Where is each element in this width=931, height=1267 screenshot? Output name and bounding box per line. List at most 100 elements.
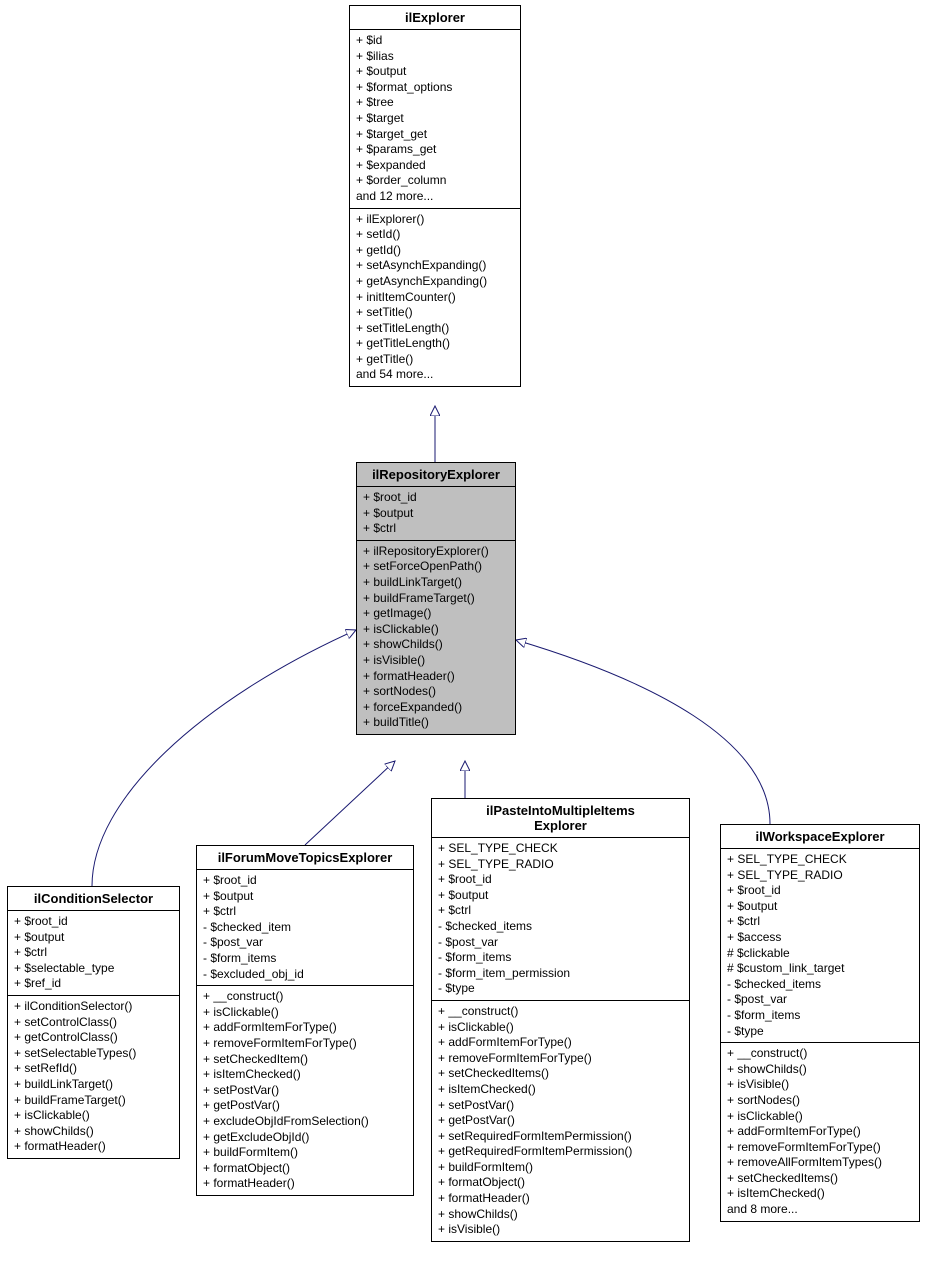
method[interactable]: + setTitleLength()	[356, 321, 514, 337]
method[interactable]: + setControlClass()	[14, 1015, 173, 1031]
attribute[interactable]: - $checked_items	[438, 919, 683, 935]
class-title[interactable]: ilPasteIntoMultipleItemsExplorer	[432, 799, 689, 838]
attribute[interactable]: + $output	[727, 899, 913, 915]
class-title[interactable]: ilRepositoryExplorer	[357, 463, 515, 487]
method[interactable]: + getControlClass()	[14, 1030, 173, 1046]
method[interactable]: + buildFrameTarget()	[363, 591, 509, 607]
attribute[interactable]: - $post_var	[438, 935, 683, 951]
method[interactable]: + removeFormItemForType()	[727, 1140, 913, 1156]
attribute[interactable]: + $output	[356, 64, 514, 80]
method[interactable]: + ilExplorer()	[356, 212, 514, 228]
method[interactable]: + isVisible()	[727, 1077, 913, 1093]
method[interactable]: + __construct()	[438, 1004, 683, 1020]
method[interactable]: + ilConditionSelector()	[14, 999, 173, 1015]
attribute[interactable]: + $id	[356, 33, 514, 49]
method[interactable]: + buildTitle()	[363, 715, 509, 731]
method[interactable]: + isClickable()	[14, 1108, 173, 1124]
method[interactable]: + getRequiredFormItemPermission()	[438, 1144, 683, 1160]
method[interactable]: + isClickable()	[363, 622, 509, 638]
method[interactable]: + addFormItemForType()	[203, 1020, 407, 1036]
attribute[interactable]: + $root_id	[14, 914, 173, 930]
method[interactable]: + getId()	[356, 243, 514, 259]
attribute[interactable]: + $root_id	[203, 873, 407, 889]
method[interactable]: + forceExpanded()	[363, 700, 509, 716]
method[interactable]: + showChilds()	[363, 637, 509, 653]
attribute[interactable]: + $ctrl	[438, 903, 683, 919]
method[interactable]: + formatHeader()	[203, 1176, 407, 1192]
attribute[interactable]: - $checked_item	[203, 920, 407, 936]
method[interactable]: + excludeObjIdFromSelection()	[203, 1114, 407, 1130]
attribute[interactable]: + $output	[363, 506, 509, 522]
method[interactable]: + sortNodes()	[363, 684, 509, 700]
method[interactable]: + getTitle()	[356, 352, 514, 368]
method[interactable]: and 54 more...	[356, 367, 514, 383]
class-ilConditionSelector[interactable]: ilConditionSelector+ $root_id+ $output+ …	[7, 886, 180, 1159]
method[interactable]: + isItemChecked()	[203, 1067, 407, 1083]
method[interactable]: + isVisible()	[438, 1222, 683, 1238]
method[interactable]: and 8 more...	[727, 1202, 913, 1218]
method[interactable]: + getExcludeObjId()	[203, 1130, 407, 1146]
attribute[interactable]: - $form_item_permission	[438, 966, 683, 982]
method[interactable]: + removeAllFormItemTypes()	[727, 1155, 913, 1171]
method[interactable]: + setId()	[356, 227, 514, 243]
attribute[interactable]: + $tree	[356, 95, 514, 111]
method[interactable]: + setPostVar()	[438, 1098, 683, 1114]
attribute[interactable]: + $ctrl	[14, 945, 173, 961]
class-ilExplorer[interactable]: ilExplorer+ $id+ $ilias+ $output+ $forma…	[349, 5, 521, 387]
method[interactable]: + formatObject()	[203, 1161, 407, 1177]
attribute[interactable]: + $params_get	[356, 142, 514, 158]
attribute[interactable]: + $ctrl	[727, 914, 913, 930]
method[interactable]: + buildFormItem()	[438, 1160, 683, 1176]
class-ilRepositoryExplorer[interactable]: ilRepositoryExplorer + $root_id+ $output +…	[356, 462, 516, 735]
class-title[interactable]: ilForumMoveTopicsExplorer	[197, 846, 413, 870]
attribute[interactable]: + $output	[203, 889, 407, 905]
method[interactable]: + setForceOpenPath()	[363, 559, 509, 575]
method[interactable]: + getAsynchExpanding()	[356, 274, 514, 290]
method[interactable]: + setCheckedItems()	[438, 1066, 683, 1082]
method[interactable]: + isItemChecked()	[438, 1082, 683, 1098]
method[interactable]: + showChilds()	[727, 1062, 913, 1078]
method[interactable]: + addFormItemForType()	[438, 1035, 683, 1051]
class-title[interactable]: ilConditionSelector	[8, 887, 179, 911]
method[interactable]: + isClickable()	[727, 1109, 913, 1125]
attribute[interactable]: + SEL_TYPE_CHECK	[727, 852, 913, 868]
method[interactable]: + initItemCounter()	[356, 290, 514, 306]
class-ilForumMoveTopicsExplorer[interactable]: ilForumMoveTopicsExplorer + $root_id+ $ou…	[196, 845, 414, 1196]
method[interactable]: + showChilds()	[14, 1124, 173, 1140]
attribute[interactable]: + SEL_TYPE_RADIO	[438, 857, 683, 873]
attribute[interactable]: + $ilias	[356, 49, 514, 65]
method[interactable]: + removeFormItemForType()	[438, 1051, 683, 1067]
method[interactable]: + setTitle()	[356, 305, 514, 321]
attribute[interactable]: - $type	[438, 981, 683, 997]
method[interactable]: + getPostVar()	[203, 1098, 407, 1114]
method[interactable]: + buildFormItem()	[203, 1145, 407, 1161]
attribute[interactable]: + $ctrl	[203, 904, 407, 920]
method[interactable]: + isClickable()	[203, 1005, 407, 1021]
attribute[interactable]: - $excluded_obj_id	[203, 967, 407, 983]
attribute[interactable]: + SEL_TYPE_RADIO	[727, 868, 913, 884]
method[interactable]: + sortNodes()	[727, 1093, 913, 1109]
attribute[interactable]: - $checked_items	[727, 977, 913, 993]
method[interactable]: + setCheckedItem()	[203, 1052, 407, 1068]
class-ilWorkspaceExplorer[interactable]: ilWorkspaceExplorer + SEL_TYPE_CHECK+ SEL…	[720, 824, 920, 1222]
method[interactable]: + formatHeader()	[438, 1191, 683, 1207]
attribute[interactable]: + $output	[438, 888, 683, 904]
method[interactable]: + buildLinkTarget()	[14, 1077, 173, 1093]
attribute[interactable]: + $access	[727, 930, 913, 946]
attribute[interactable]: and 12 more...	[356, 189, 514, 205]
attribute[interactable]: + SEL_TYPE_CHECK	[438, 841, 683, 857]
attribute[interactable]: + $root_id	[727, 883, 913, 899]
attribute[interactable]: + $order_column	[356, 173, 514, 189]
method[interactable]: + buildFrameTarget()	[14, 1093, 173, 1109]
attribute[interactable]: - $form_items	[727, 1008, 913, 1024]
method[interactable]: + setRefId()	[14, 1061, 173, 1077]
method[interactable]: + showChilds()	[438, 1207, 683, 1223]
class-title[interactable]: ilWorkspaceExplorer	[721, 825, 919, 849]
attribute[interactable]: + $root_id	[363, 490, 509, 506]
method[interactable]: + setSelectableTypes()	[14, 1046, 173, 1062]
attribute[interactable]: - $form_items	[438, 950, 683, 966]
method[interactable]: + formatHeader()	[363, 669, 509, 685]
attribute[interactable]: + $output	[14, 930, 173, 946]
attribute[interactable]: # $custom_link_target	[727, 961, 913, 977]
method[interactable]: + formatHeader()	[14, 1139, 173, 1155]
